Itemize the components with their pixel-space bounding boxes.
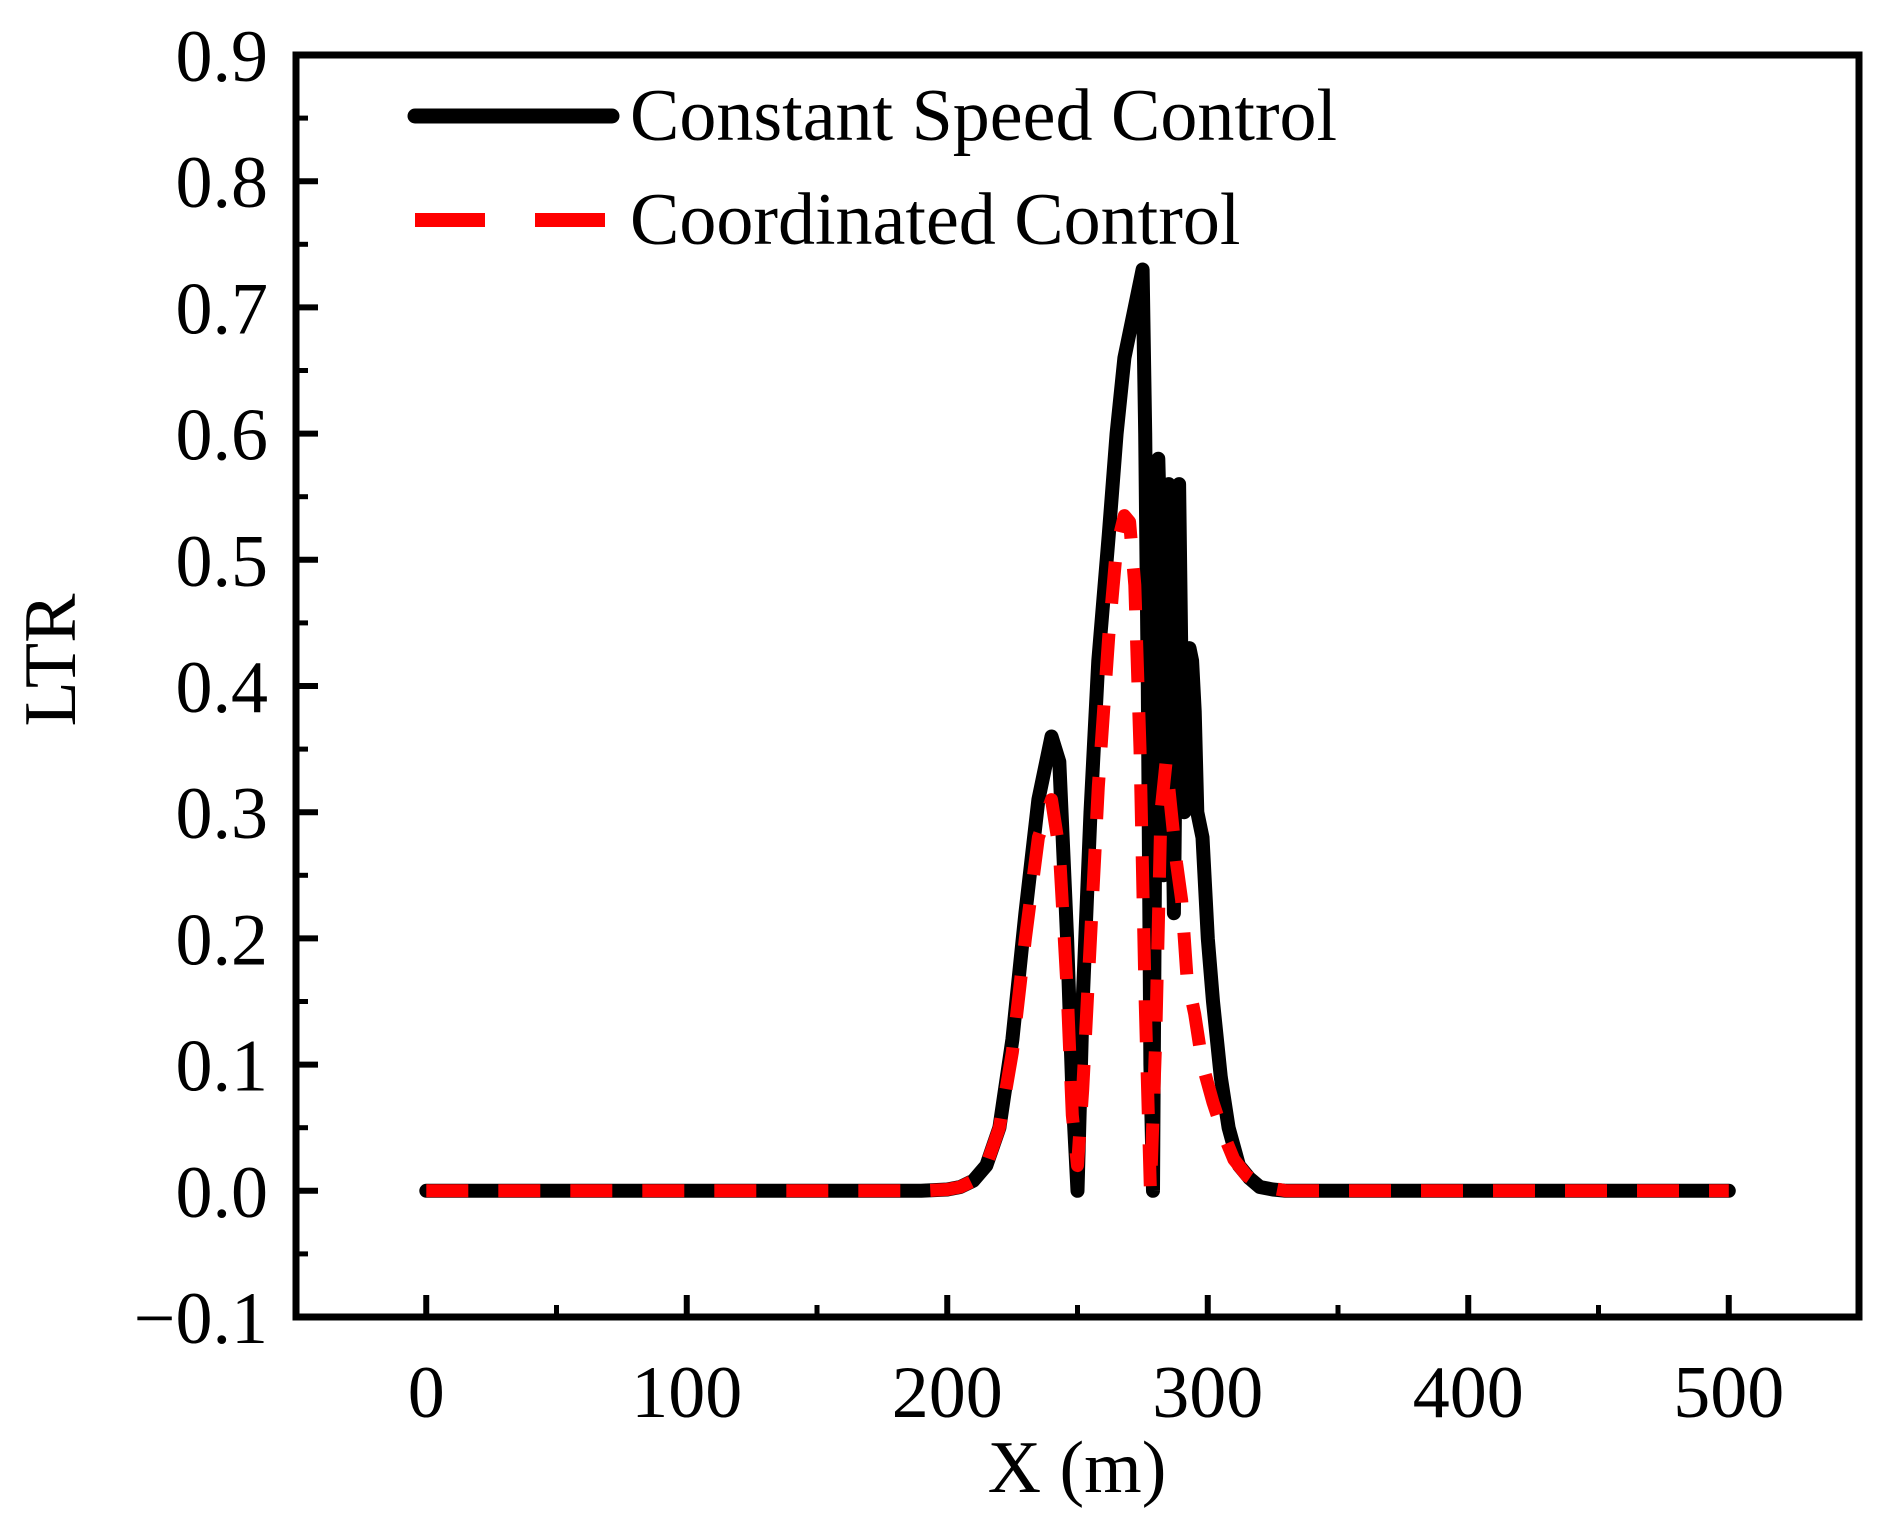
y-tick-label-0-3: 0.3 bbox=[176, 773, 269, 855]
y-axis-title: LTR bbox=[10, 593, 92, 727]
series-line-constant-speed-control bbox=[419, 262, 1736, 1198]
x-tick-label-0: 0 bbox=[408, 1352, 445, 1434]
y-tick-label-0-8: 0.8 bbox=[176, 142, 269, 224]
legend-label-coordinated-control: Coordinated Control bbox=[630, 179, 1240, 261]
x-tick-label-500: 500 bbox=[1673, 1352, 1784, 1434]
y-tick-label-0-5: 0.5 bbox=[176, 521, 269, 603]
series-layer bbox=[419, 262, 1736, 1198]
x-axis-title: X (m) bbox=[988, 1427, 1167, 1509]
x-tick-label-200: 200 bbox=[892, 1352, 1003, 1434]
y-tick-label-0-4: 0.4 bbox=[176, 647, 269, 729]
series-line-coordinated-control bbox=[426, 509, 1729, 1198]
legend: Constant Speed Control Coordinated Contr… bbox=[407, 75, 1337, 261]
y-tick-label-0-7: 0.7 bbox=[176, 268, 269, 350]
x-tick-label-400: 400 bbox=[1413, 1352, 1524, 1434]
y-tick-label-0-2: 0.2 bbox=[176, 899, 269, 981]
y-tick-label-0-1: 0.1 bbox=[176, 1026, 269, 1108]
y-tick-label-0-0: 0.0 bbox=[176, 1152, 269, 1234]
x-tick-label-300: 300 bbox=[1152, 1352, 1263, 1434]
x-axis: 0 100 200 300 400 500 bbox=[408, 1295, 1784, 1434]
y-tick-label-0-9: 0.9 bbox=[176, 16, 269, 98]
y-tick-label-0-6: 0.6 bbox=[176, 395, 269, 477]
x-tick-label-100: 100 bbox=[631, 1352, 742, 1434]
legend-label-constant-speed-control: Constant Speed Control bbox=[630, 75, 1337, 157]
y-axis: −0.1 0.0 0.1 0.2 0.3 0.4 0.5 0.6 0.7 0.8 0.9 bbox=[134, 16, 318, 1360]
y-tick-label-0-1: −0.1 bbox=[134, 1278, 268, 1360]
